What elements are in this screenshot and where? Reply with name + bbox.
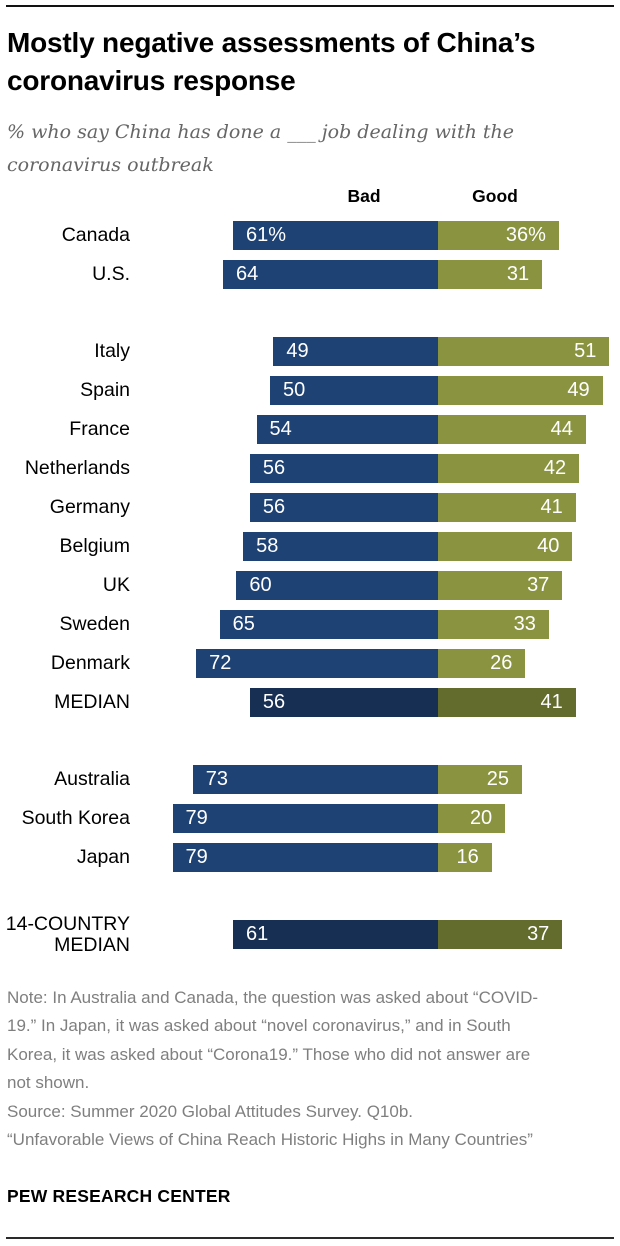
country-label: U.S.: [92, 263, 130, 285]
report-title-text: “Unfavorable Views of China Reach Histor…: [7, 1130, 533, 1150]
bad-value-label: 79: [185, 807, 208, 829]
page-title: Mostly negative assessments of China’s c…: [7, 24, 613, 100]
country-label: UK: [102, 574, 130, 596]
good-value-label: 16: [456, 846, 479, 868]
note-text: Note: In Australia and Canada, the quest…: [7, 988, 539, 1093]
bad-bar: 56: [249, 688, 438, 717]
country-label: Netherlands: [24, 457, 130, 479]
good-value-label: 37: [527, 923, 550, 945]
good-bar: 37: [438, 571, 563, 600]
country-label: Japan: [76, 846, 130, 868]
country-label: Australia: [54, 768, 130, 790]
good-value-label: 41: [540, 691, 563, 713]
good-bar: 20: [438, 804, 506, 833]
good-bar: 44: [438, 415, 586, 444]
bottom-rule: [6, 1237, 614, 1239]
good-value-label: 26: [490, 652, 513, 674]
chart-subtitle-line-1: % who say China has done a ___ job deali…: [7, 121, 514, 143]
country-label: 14-COUNTRY MEDIAN: [5, 912, 130, 956]
good-bar: 41: [438, 493, 576, 522]
good-value-label: 36%: [505, 224, 546, 246]
notes-block: Note: In Australia and Canada, the quest…: [7, 984, 555, 1154]
country-label: France: [69, 418, 130, 440]
good-value-label: 44: [550, 418, 573, 440]
good-value-label: 41: [540, 496, 563, 518]
country-label: Sweden: [59, 613, 130, 635]
good-value-label: 51: [574, 340, 597, 362]
chart-subtitle: % who say China has done a ___ job deali…: [7, 116, 613, 182]
bad-bar: 56: [249, 454, 438, 483]
bad-value-label: 61%: [246, 224, 287, 246]
good-bar: 26: [438, 649, 526, 678]
bad-value-label: 56: [262, 496, 286, 518]
bad-value-label: 56: [262, 457, 286, 479]
country-label: Germany: [49, 496, 130, 518]
good-value-label: 31: [506, 263, 530, 285]
top-rule: [6, 5, 614, 7]
good-bar: 36%: [438, 221, 559, 250]
country-label: MEDIAN: [54, 691, 130, 713]
good-bar: 49: [438, 376, 603, 405]
bad-bar: 79: [172, 843, 438, 872]
good-bar: 16: [438, 843, 492, 872]
country-label: South Korea: [21, 807, 130, 829]
bad-bar: 61%: [233, 221, 438, 250]
bad-bar: 60: [236, 571, 438, 600]
bad-bar: 50: [270, 376, 438, 405]
column-header-good: Good: [472, 186, 518, 206]
good-value-label: 40: [537, 535, 560, 557]
good-value-label: 25: [486, 768, 509, 790]
good-value-label: 42: [543, 457, 567, 479]
good-value-label: 20: [469, 807, 493, 829]
country-label: Spain: [80, 379, 130, 401]
bad-bar: 54: [256, 415, 438, 444]
bad-value-label: 49: [286, 340, 309, 362]
good-bar: 51: [438, 337, 610, 366]
bad-bar: 65: [219, 610, 438, 639]
good-value-label: 37: [527, 574, 550, 596]
bad-bar: 58: [243, 532, 438, 561]
bad-bar: 64: [222, 260, 438, 289]
good-bar: 37: [438, 920, 563, 949]
source-text: Source: Summer 2020 Global Attitudes Sur…: [7, 1101, 414, 1121]
country-label: Belgium: [59, 535, 130, 557]
chart-subtitle-line-2: coronavirus outbreak: [7, 154, 214, 176]
bad-value-label: 79: [185, 846, 208, 868]
bad-value-label: 54: [269, 418, 292, 440]
good-bar: 40: [438, 532, 573, 561]
good-bar: 25: [438, 765, 522, 794]
good-value-label: 33: [513, 613, 536, 635]
bad-value-label: 61: [246, 923, 269, 945]
bad-value-label: 50: [283, 379, 306, 401]
bad-bar: 61: [233, 920, 438, 949]
bad-value-label: 58: [256, 535, 279, 557]
good-bar: 33: [438, 610, 549, 639]
column-header-bad: Bad: [347, 186, 381, 206]
page-title-line-2: coronavirus response: [7, 65, 296, 96]
country-label: Denmark: [50, 652, 130, 674]
bad-value-label: 60: [249, 574, 272, 596]
bad-bar: 79: [172, 804, 438, 833]
bad-bar: 72: [196, 649, 438, 678]
bad-value-label: 64: [235, 263, 259, 285]
country-label: Italy: [94, 340, 130, 362]
bad-value-label: 56: [262, 691, 286, 713]
country-label: Canada: [61, 224, 130, 246]
bad-bar: 49: [273, 337, 438, 366]
good-bar: 31: [438, 260, 543, 289]
brand-label: PEW RESEARCH CENTER: [7, 1186, 231, 1206]
good-value-label: 49: [567, 379, 590, 401]
bad-value-label: 65: [232, 613, 255, 635]
bad-bar: 56: [249, 493, 438, 522]
good-bar: 42: [438, 454, 580, 483]
bad-value-label: 73: [205, 768, 228, 790]
bad-bar: 73: [192, 765, 438, 794]
page-title-line-1: Mostly negative assessments of China’s: [7, 27, 536, 58]
good-bar: 41: [438, 688, 576, 717]
bad-value-label: 72: [209, 652, 232, 674]
